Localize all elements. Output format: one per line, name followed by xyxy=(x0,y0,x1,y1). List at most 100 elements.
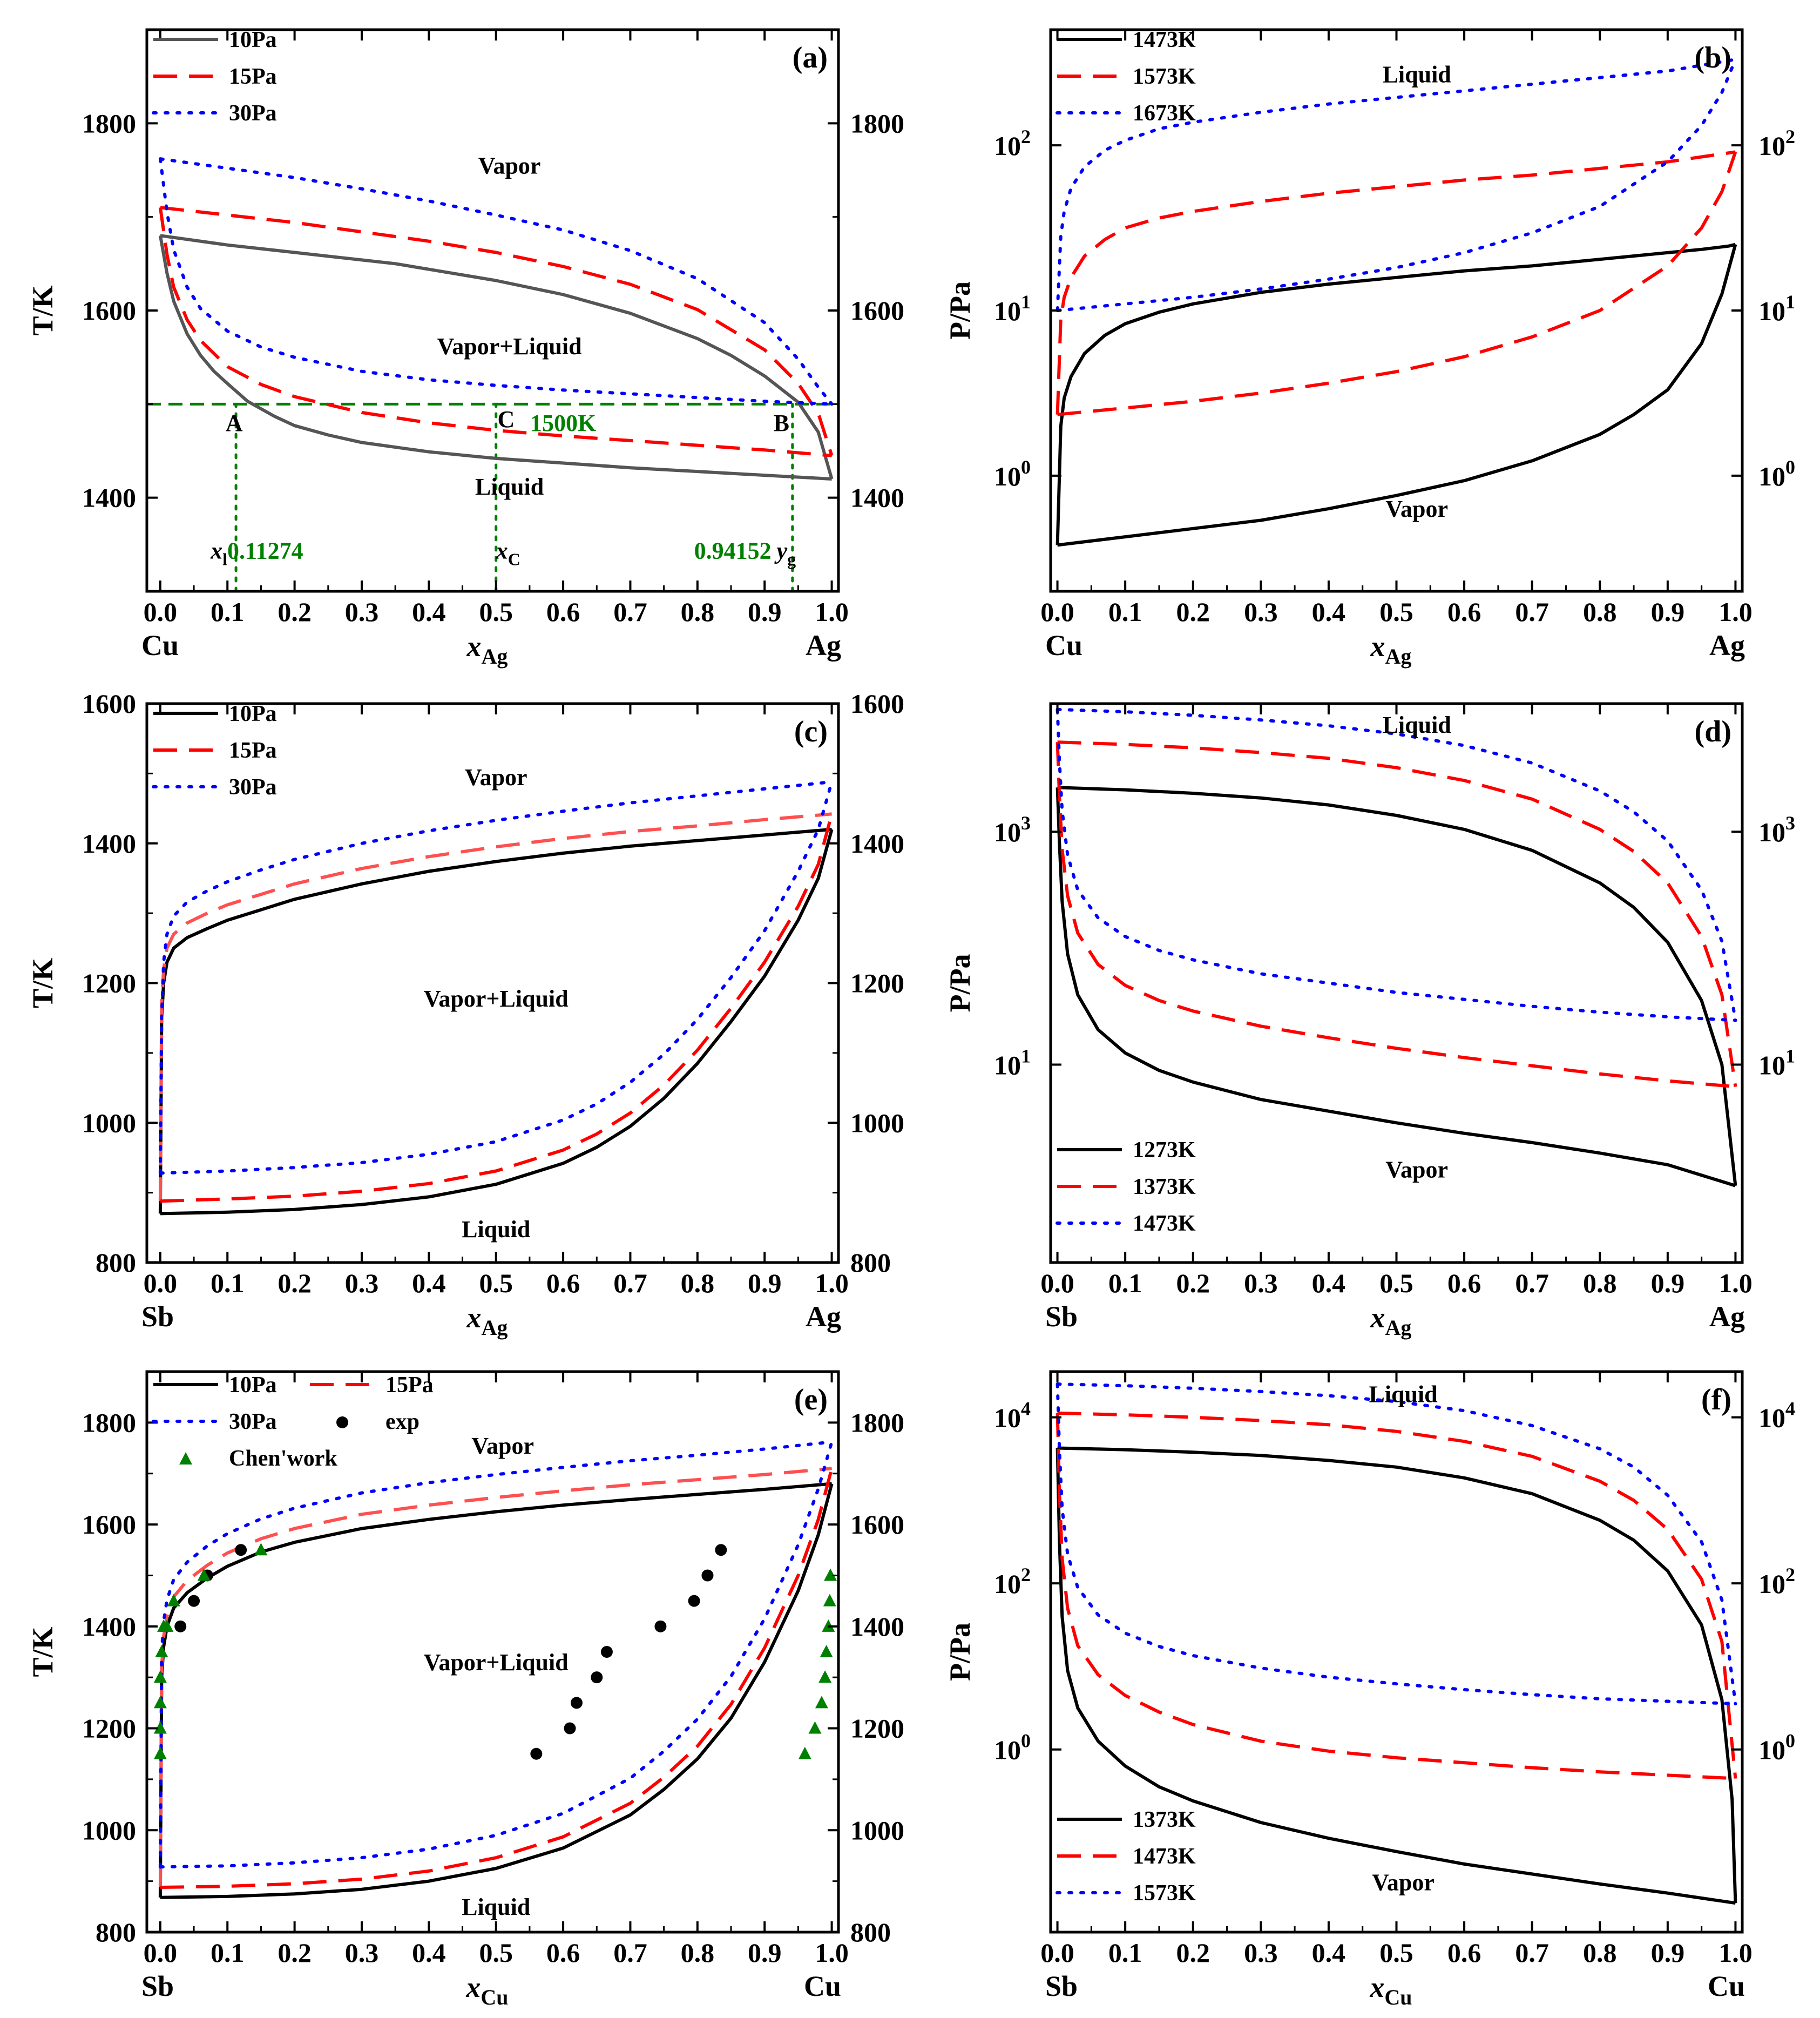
y-tick-label-right: 101 xyxy=(1758,291,1795,326)
y-tick-label-left: 101 xyxy=(994,1045,1031,1080)
x-tick-label: 0.2 xyxy=(1176,597,1210,627)
series-line-15pa-vapor xyxy=(158,1467,832,1888)
region-annotation: Liquid xyxy=(1383,62,1451,88)
y-tick-base: 10 xyxy=(1758,1403,1785,1433)
x-tick-label: 0.5 xyxy=(1379,1268,1413,1298)
y-tick-label-left: 1600 xyxy=(82,1509,136,1540)
series-line-1273k-bubble xyxy=(1057,786,1737,1186)
x-tick-label: 0.4 xyxy=(1312,1268,1346,1298)
chen-work-point xyxy=(824,1568,837,1581)
legend-label: 15Pa xyxy=(229,64,277,89)
x-axis-label-subscript: Ag xyxy=(1385,644,1412,669)
legend-marker-circle xyxy=(336,1416,348,1428)
legend-entry: 15Pa xyxy=(153,64,277,89)
y-tick-label-left: 1600 xyxy=(82,689,136,719)
panel-label: (c) xyxy=(794,715,828,748)
region-annotation: Liquid xyxy=(1383,712,1451,738)
panel-label: (f) xyxy=(1701,1383,1731,1416)
x-tick-label: 1.0 xyxy=(1718,1268,1753,1298)
x-tick-label: 0.2 xyxy=(278,597,312,627)
chen-work-point xyxy=(153,1746,167,1759)
x-tick-label: 0.0 xyxy=(1040,597,1074,627)
chen-work-point xyxy=(197,1568,211,1581)
y-tick-exponent: 0 xyxy=(1021,1730,1031,1752)
y-axis-label: P/Pa xyxy=(944,281,976,340)
xc-main: x xyxy=(496,537,508,564)
region-annotation: Vapor xyxy=(1385,496,1448,522)
legend-entry: Chen'work xyxy=(179,1446,337,1471)
series-line-1373k-dew xyxy=(1056,1448,1736,1905)
exp-point xyxy=(688,1595,700,1607)
y-tick-base: 10 xyxy=(994,1569,1021,1599)
x-tick-label: 1.0 xyxy=(1718,597,1753,627)
x-tick-label: 0.6 xyxy=(1447,1268,1481,1298)
series-line-1473k-dew xyxy=(1056,1413,1736,1780)
xl-sub: l xyxy=(222,549,227,569)
y-tick-label-left: 100 xyxy=(994,456,1031,491)
panel-a: 0.0 0.1 0.2 0.3 0.4 0.5 0.6 0.7 0.8 0.9 1.0 1400 140… xyxy=(26,28,904,669)
y-tick-base: 10 xyxy=(1758,817,1785,847)
chen-work-point xyxy=(818,1670,832,1683)
series-line-1473k-bubble xyxy=(1057,1411,1737,1779)
x-axis-label: xAg xyxy=(1370,1301,1412,1340)
y-tick-label-left: 800 xyxy=(96,1917,136,1947)
region-annotation: B xyxy=(774,410,789,436)
y-tick-label-left: 1000 xyxy=(82,1815,136,1845)
chen-work-point xyxy=(153,1721,167,1734)
y-tick-label-right: 800 xyxy=(850,1247,891,1278)
x-tick-label: 0.1 xyxy=(211,597,245,627)
series-line-10pa-liquid xyxy=(160,829,834,1216)
legend-label: 1273K xyxy=(1133,1138,1196,1163)
y-tick-base: 10 xyxy=(1758,296,1785,326)
y-tick-label-right: 1200 xyxy=(850,968,904,998)
x-tick-label: 0.5 xyxy=(1379,1938,1413,1968)
x-tick-label: 0.1 xyxy=(1108,1268,1142,1298)
series-line-1373k-bubble xyxy=(1057,1446,1737,1904)
right-element-label: Cu xyxy=(804,1970,841,2002)
legend-entry: 15Pa xyxy=(153,738,277,763)
x-tick-label: 0.5 xyxy=(479,1268,513,1298)
region-annotation: Vapor xyxy=(1372,1869,1435,1896)
y-tick-label-left: 1400 xyxy=(82,483,136,513)
series-line-10pa-liquid xyxy=(160,1483,834,1899)
legend-label: 1473K xyxy=(1133,1211,1196,1236)
legend-entry: 10Pa xyxy=(153,28,277,52)
legend-entry: 1573K xyxy=(1056,1881,1196,1906)
y-tick-label-left: 1400 xyxy=(82,1611,136,1642)
legend-entry: 1273K xyxy=(1057,1138,1196,1163)
series-line-30pa-liquid xyxy=(158,780,834,1175)
region-annotation: Vapor+Liquid xyxy=(437,333,582,360)
x-tick-label: 0.7 xyxy=(613,1268,647,1298)
x-tick-label: 0.0 xyxy=(1040,1938,1074,1968)
x-tick-label: 0.9 xyxy=(748,1268,782,1298)
x-tick-label: 0.8 xyxy=(681,1938,715,1968)
right-element-label: Ag xyxy=(1709,1300,1745,1333)
legend-label: 1673K xyxy=(1133,101,1196,126)
y-tick-base: 10 xyxy=(1758,1735,1785,1765)
y-tick-base: 10 xyxy=(994,131,1021,161)
y-tick-label-right: 1400 xyxy=(850,1611,904,1642)
y-tick-label-right: 1200 xyxy=(850,1713,904,1744)
exp-point xyxy=(654,1620,667,1632)
axes-frame-e xyxy=(145,1370,840,1934)
x-tick-label: 0.3 xyxy=(1244,597,1278,627)
chen-work-point xyxy=(167,1594,180,1607)
exp-point xyxy=(570,1697,583,1709)
y-tick-base: 10 xyxy=(994,1403,1021,1433)
region-annotation: Vapor xyxy=(478,152,541,179)
left-element-label: Sb xyxy=(141,1970,174,2002)
x-tick-label: 0.9 xyxy=(1651,1938,1685,1968)
y-tick-label-right: 101 xyxy=(1758,1045,1795,1080)
region-annotation: Liquid xyxy=(462,1894,530,1920)
legend-label: Chen'work xyxy=(229,1446,337,1471)
series-line-15pa-liquid xyxy=(160,813,834,1203)
y-tick-exponent: 2 xyxy=(1021,126,1031,147)
panel-label: (b) xyxy=(1695,41,1731,75)
x-axis-label-subscript: Cu xyxy=(481,1985,508,2009)
plot-area-a xyxy=(147,157,838,591)
chen-work-point xyxy=(153,1670,167,1683)
x-axis-label: xAg xyxy=(466,1301,508,1340)
y-tick-base: 10 xyxy=(994,1050,1021,1080)
